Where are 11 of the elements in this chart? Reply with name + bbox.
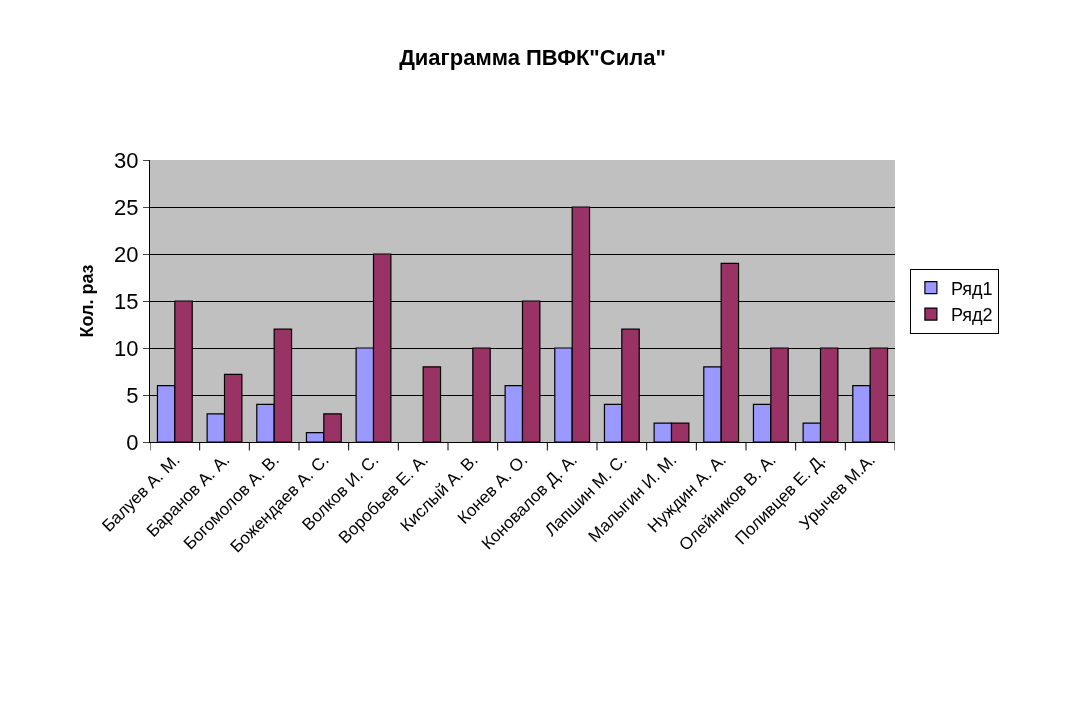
legend-label: Ряд1 xyxy=(950,278,993,299)
y-tick-label: 20 xyxy=(114,241,139,267)
legend-label: Ряд2 xyxy=(950,305,993,326)
y-tick-label: 5 xyxy=(126,382,139,408)
y-tick-label: 25 xyxy=(114,194,139,220)
y-tick-label: 30 xyxy=(114,147,139,173)
y-axis-title: Кол. раз xyxy=(77,264,98,338)
chart-title: Диаграмма ПВФК"Сила" xyxy=(399,44,666,70)
y-tick-label: 10 xyxy=(114,335,139,361)
y-tick-label: 15 xyxy=(114,288,139,314)
y-tick-label: 0 xyxy=(126,429,139,455)
